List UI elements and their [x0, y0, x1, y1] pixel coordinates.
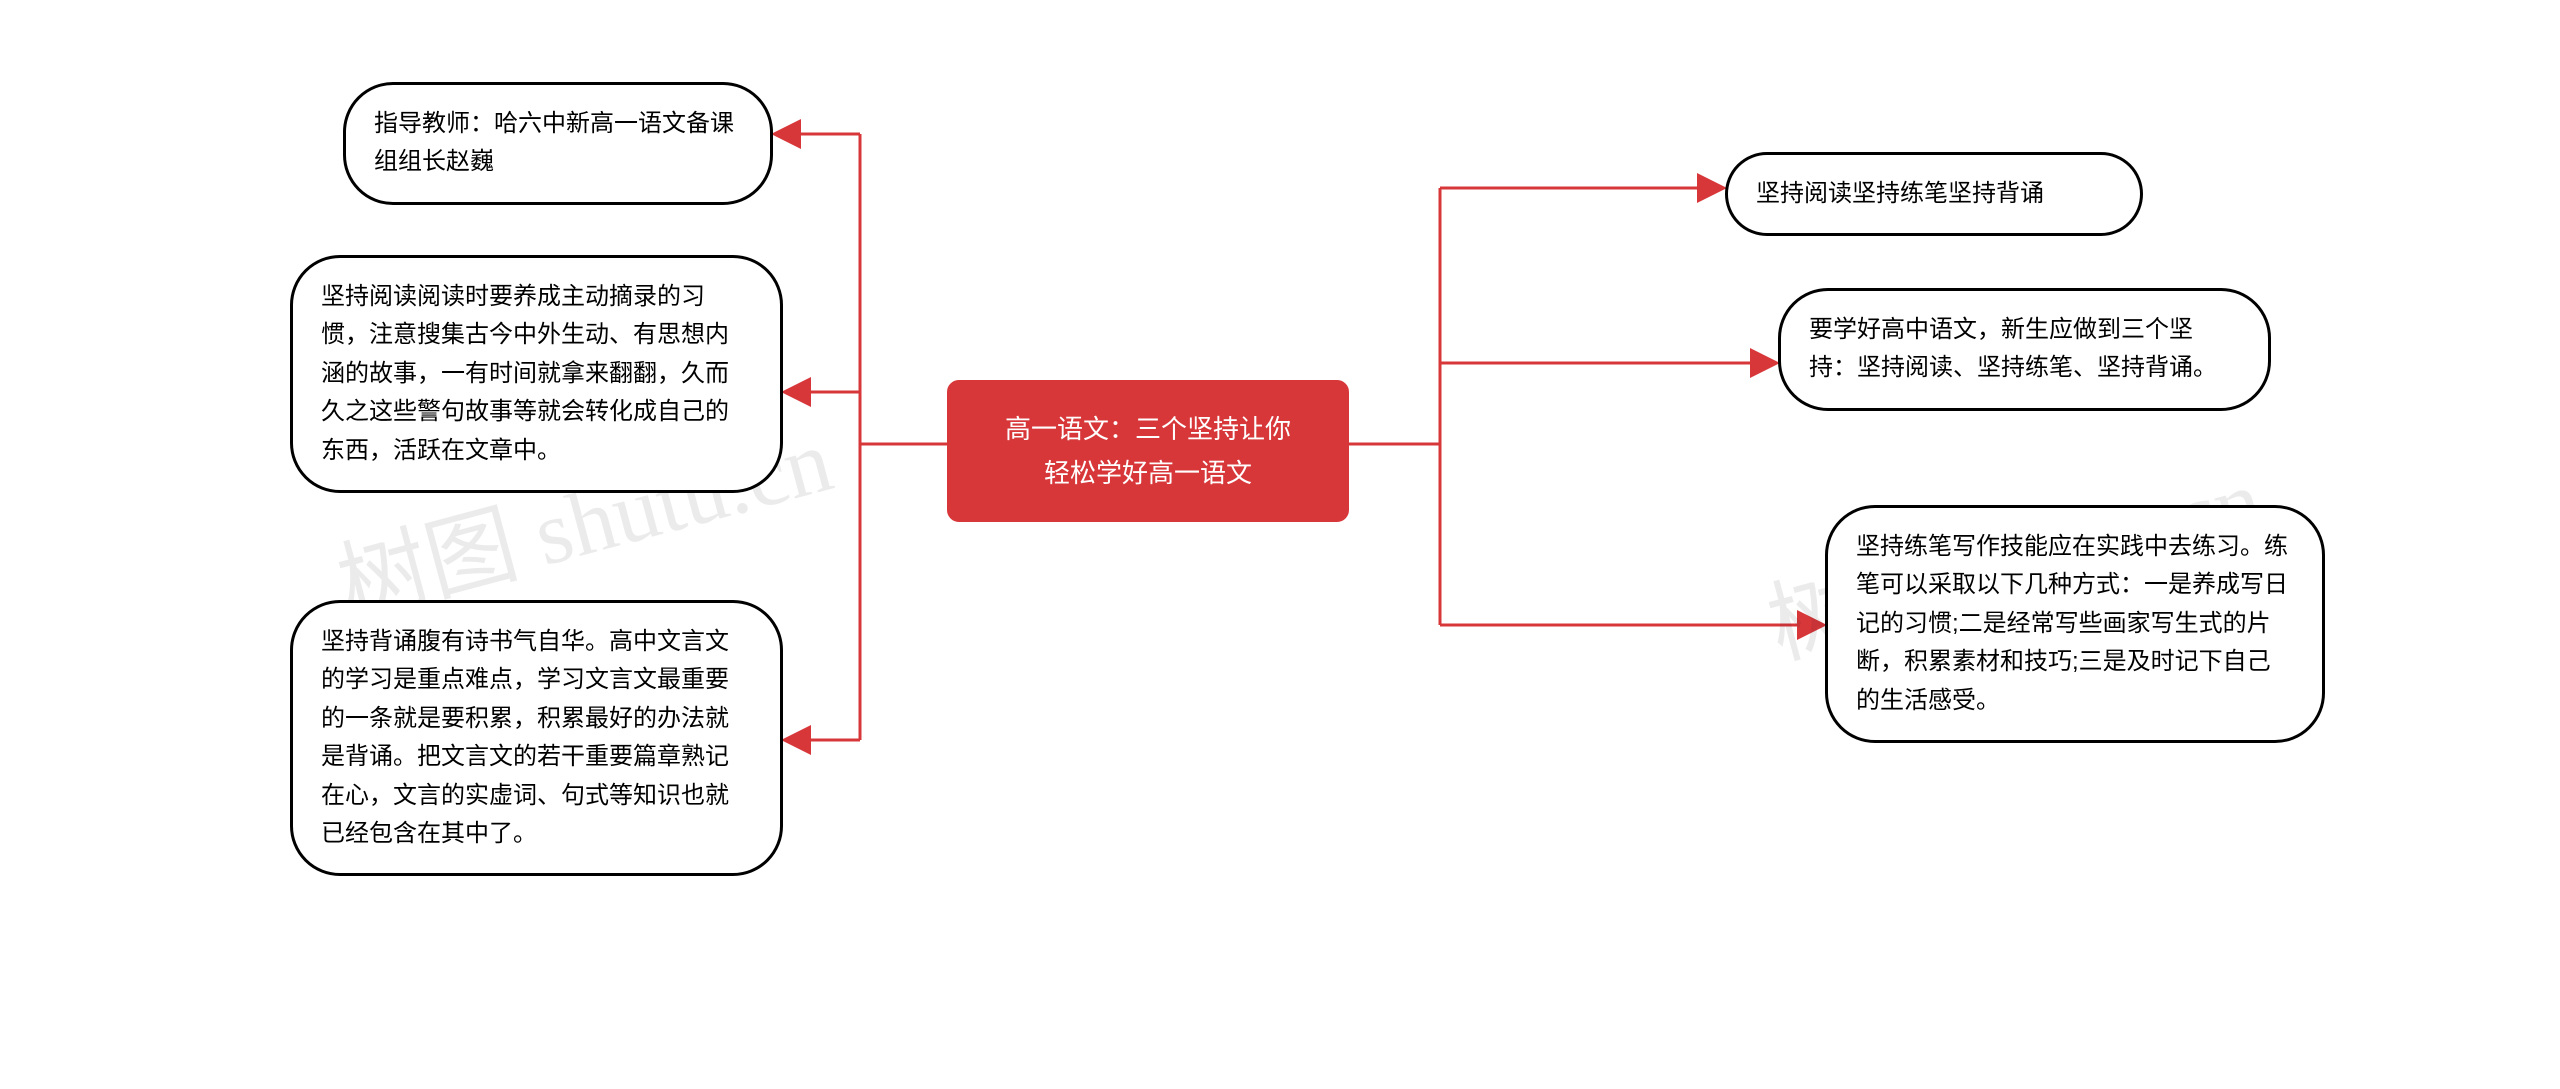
- center-line2: 轻松学好高一语文: [982, 451, 1314, 495]
- right-node-three: 要学好高中语文，新生应做到三个坚持：坚持阅读、坚持练笔、坚持背诵。: [1778, 288, 2271, 411]
- left-node-reading: 坚持阅读阅读时要养成主动摘录的习惯，注意搜集古今中外生动、有思想内涵的故事，一有…: [290, 255, 783, 493]
- left-node-recite: 坚持背诵腹有诗书气自华。高中文言文的学习是重点难点，学习文言文最重要的一条就是要…: [290, 600, 783, 876]
- right-node-summary: 坚持阅读坚持练笔坚持背诵: [1725, 152, 2143, 236]
- right-node-writing: 坚持练笔写作技能应在实践中去练习。练笔可以采取以下几种方式：一是养成写日记的习惯…: [1825, 505, 2325, 743]
- center-node: 高一语文：三个坚持让你 轻松学好高一语文: [947, 380, 1349, 522]
- center-line1: 高一语文：三个坚持让你: [982, 407, 1314, 451]
- left-node-teacher: 指导教师：哈六中新高一语文备课组组长赵巍: [343, 82, 773, 205]
